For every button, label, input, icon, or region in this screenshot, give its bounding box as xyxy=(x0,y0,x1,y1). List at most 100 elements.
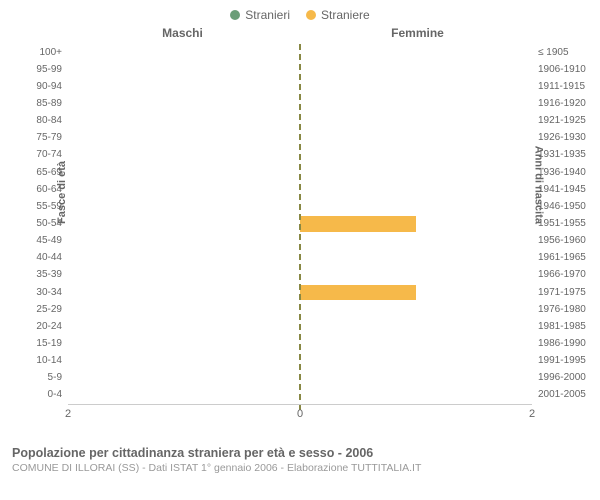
birth-year-label: 1941-1945 xyxy=(532,185,588,195)
age-label: 90-94 xyxy=(18,82,68,92)
age-label: 40-44 xyxy=(18,253,68,263)
birth-year-label: 1981-1985 xyxy=(532,322,588,332)
x-axis: 2 0 2 xyxy=(68,404,532,424)
male-half xyxy=(68,79,300,94)
age-label: 10-14 xyxy=(18,356,68,366)
male-half xyxy=(68,336,300,351)
male-half xyxy=(68,302,300,317)
birth-year-label: 1951-1955 xyxy=(532,219,588,229)
female-half xyxy=(300,216,532,231)
male-half xyxy=(68,251,300,266)
legend-label-female: Straniere xyxy=(321,8,370,22)
age-label: 5-9 xyxy=(18,373,68,383)
female-half xyxy=(300,388,532,403)
female-half xyxy=(300,114,532,129)
footer-title: Popolazione per cittadinanza straniera p… xyxy=(12,446,588,460)
birth-year-label: ≤ 1905 xyxy=(532,48,588,58)
birth-year-label: 1966-1970 xyxy=(532,270,588,280)
male-half xyxy=(68,182,300,197)
female-half xyxy=(300,45,532,60)
male-half xyxy=(68,45,300,60)
male-half xyxy=(68,62,300,77)
birth-year-label: 1976-1980 xyxy=(532,305,588,315)
female-half xyxy=(300,251,532,266)
female-half xyxy=(300,371,532,386)
legend-label-male: Stranieri xyxy=(245,8,290,22)
male-half xyxy=(68,148,300,163)
footer: Popolazione per cittadinanza straniera p… xyxy=(0,436,600,474)
footer-subtitle: COMUNE DI ILLORAI (SS) - Dati ISTAT 1° g… xyxy=(12,462,588,474)
birth-year-label: 1956-1960 xyxy=(532,236,588,246)
age-label: 65-69 xyxy=(18,168,68,178)
column-titles: Maschi Femmine xyxy=(10,26,590,40)
female-half xyxy=(300,96,532,111)
male-half xyxy=(68,165,300,180)
bar-female xyxy=(300,285,416,300)
age-label: 30-34 xyxy=(18,288,68,298)
male-half xyxy=(68,114,300,129)
male-half xyxy=(68,371,300,386)
birth-year-label: 1946-1950 xyxy=(532,202,588,212)
birth-year-label: 1961-1965 xyxy=(532,253,588,263)
legend-item-female: Straniere xyxy=(306,8,370,22)
birth-year-label: 1971-1975 xyxy=(532,288,588,298)
male-half xyxy=(68,199,300,214)
female-half xyxy=(300,199,532,214)
chart-area: Maschi Femmine Fasce di età Anni di nasc… xyxy=(10,26,590,436)
bar-female xyxy=(300,216,416,231)
male-half xyxy=(68,131,300,146)
age-label: 55-59 xyxy=(18,202,68,212)
male-half xyxy=(68,285,300,300)
female-half xyxy=(300,336,532,351)
plot: Fasce di età Anni di nascita 100+≤ 19059… xyxy=(68,44,532,404)
age-label: 70-74 xyxy=(18,150,68,160)
male-half xyxy=(68,216,300,231)
birth-year-label: 1931-1935 xyxy=(532,150,588,160)
age-label: 75-79 xyxy=(18,133,68,143)
female-half xyxy=(300,148,532,163)
birth-year-label: 2001-2005 xyxy=(532,390,588,400)
female-half xyxy=(300,302,532,317)
male-half xyxy=(68,319,300,334)
male-half xyxy=(68,354,300,369)
circle-icon xyxy=(230,10,240,20)
male-half xyxy=(68,96,300,111)
female-half xyxy=(300,234,532,249)
age-label: 0-4 xyxy=(18,390,68,400)
age-label: 85-89 xyxy=(18,99,68,109)
female-half xyxy=(300,182,532,197)
age-label: 35-39 xyxy=(18,270,68,280)
age-label: 45-49 xyxy=(18,236,68,246)
legend: Stranieri Straniere xyxy=(0,0,600,26)
male-half xyxy=(68,234,300,249)
male-half xyxy=(68,388,300,403)
circle-icon xyxy=(306,10,316,20)
female-half xyxy=(300,131,532,146)
x-tick: 0 xyxy=(297,408,303,420)
female-half xyxy=(300,79,532,94)
column-title-male: Maschi xyxy=(10,26,300,40)
birth-year-label: 1996-2000 xyxy=(532,373,588,383)
male-half xyxy=(68,268,300,283)
female-half xyxy=(300,285,532,300)
age-label: 60-64 xyxy=(18,185,68,195)
birth-year-label: 1926-1930 xyxy=(532,133,588,143)
center-divider xyxy=(299,44,301,410)
x-tick: 2 xyxy=(529,408,535,420)
birth-year-label: 1916-1920 xyxy=(532,99,588,109)
birth-year-label: 1936-1940 xyxy=(532,168,588,178)
age-label: 25-29 xyxy=(18,305,68,315)
female-half xyxy=(300,268,532,283)
birth-year-label: 1906-1910 xyxy=(532,65,588,75)
age-label: 15-19 xyxy=(18,339,68,349)
age-label: 80-84 xyxy=(18,116,68,126)
birth-year-label: 1911-1915 xyxy=(532,82,588,92)
age-label: 100+ xyxy=(18,48,68,58)
column-title-female: Femmine xyxy=(300,26,590,40)
x-tick: 2 xyxy=(65,408,71,420)
female-half xyxy=(300,165,532,180)
age-label: 20-24 xyxy=(18,322,68,332)
birth-year-label: 1921-1925 xyxy=(532,116,588,126)
birth-year-label: 1986-1990 xyxy=(532,339,588,349)
birth-year-label: 1991-1995 xyxy=(532,356,588,366)
